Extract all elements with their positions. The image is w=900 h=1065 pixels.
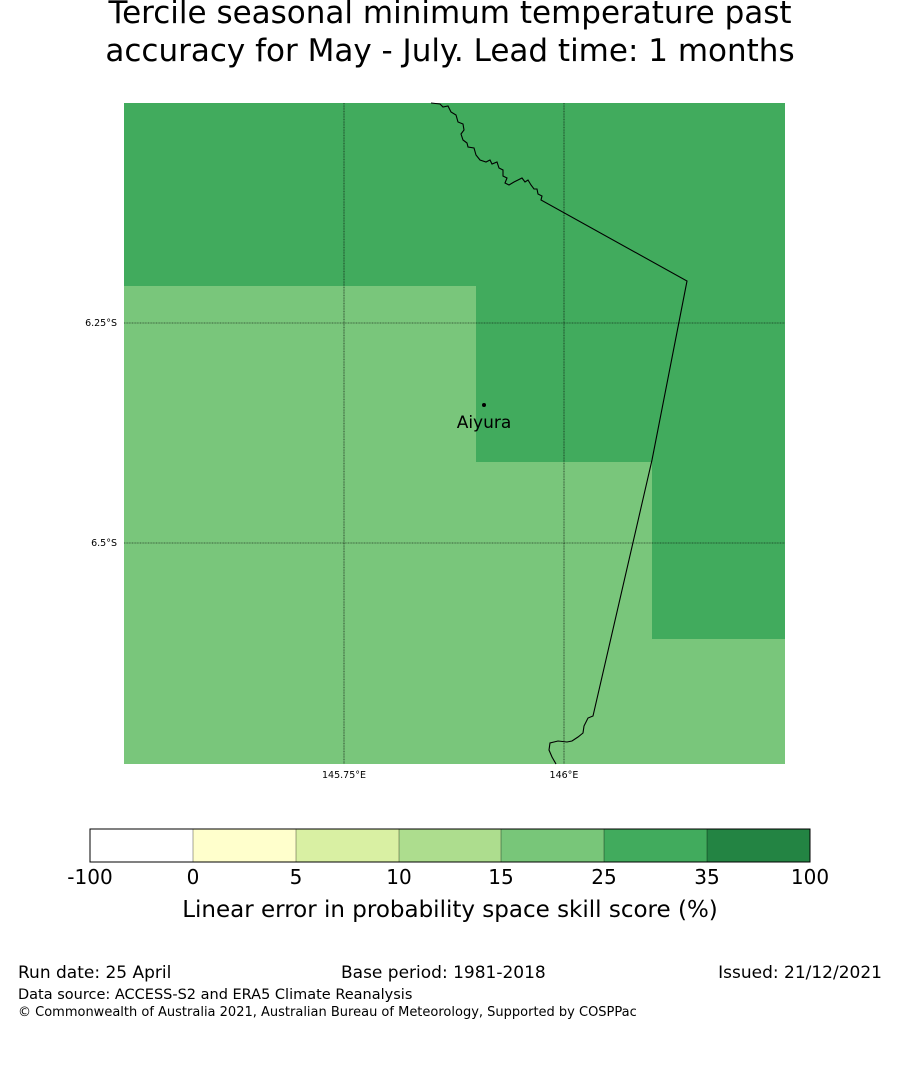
colorbar-tick-6: 25	[591, 865, 616, 889]
issued-date: Issued: 21/12/2021	[718, 963, 882, 983]
base-period: Base period: 1981-2018	[341, 963, 546, 983]
colorbar-tick-4: 10	[386, 865, 411, 889]
colorbar-bin-3	[296, 829, 399, 862]
colorbar-bin-5	[501, 829, 604, 862]
map-cell-dark-middle	[476, 285, 785, 462]
colorbar-bin-1	[90, 829, 193, 862]
title-line-1: Tercile seasonal minimum temperature pas…	[108, 0, 792, 31]
lon-label-145-75: 145.75°E	[322, 770, 366, 781]
skill-score-map: Aiyura 6.25°S 6.5°S 145.75°E 146°E -100 …	[67, 102, 829, 923]
colorbar: -100 0 5 10 15 25 35 100 Linear error in…	[67, 828, 829, 923]
colorbar-tick-7: 35	[694, 865, 719, 889]
colorbar-outline	[89, 828, 811, 863]
colorbar-bin-2	[193, 829, 296, 862]
lon-label-146: 146°E	[550, 770, 579, 781]
colorbar-label: Linear error in probability space skill …	[182, 897, 718, 923]
data-source: Data source: ACCESS-S2 and ERA5 Climate …	[18, 987, 413, 1003]
colorbar-bin-7	[707, 829, 810, 862]
aiyura-marker	[482, 403, 486, 407]
aiyura-label: Aiyura	[457, 413, 512, 433]
province-boundary	[430, 102, 688, 765]
map-cell-dark-top	[124, 103, 785, 286]
map-cell-dark-right	[652, 461, 785, 639]
title-line-2: accuracy for May - July. Lead time: 1 mo…	[105, 33, 795, 69]
colorbar-tick-1: -100	[67, 865, 112, 889]
colorbar-bin-4	[399, 829, 501, 862]
colorbar-tick-2: 0	[187, 865, 200, 889]
lat-label-6-25: 6.25°S	[85, 318, 117, 329]
run-date: Run date: 25 April	[18, 963, 172, 983]
colorbar-tick-3: 5	[290, 865, 303, 889]
colorbar-tick-5: 15	[488, 865, 513, 889]
copyright-notice: © Commonwealth of Australia 2021, Austra…	[18, 1005, 637, 1020]
chart-title: Tercile seasonal minimum temperature pas…	[0, 0, 900, 70]
colorbar-bin-6	[604, 829, 707, 862]
lat-label-6-5: 6.5°S	[91, 538, 117, 549]
colorbar-tick-8: 100	[791, 865, 829, 889]
